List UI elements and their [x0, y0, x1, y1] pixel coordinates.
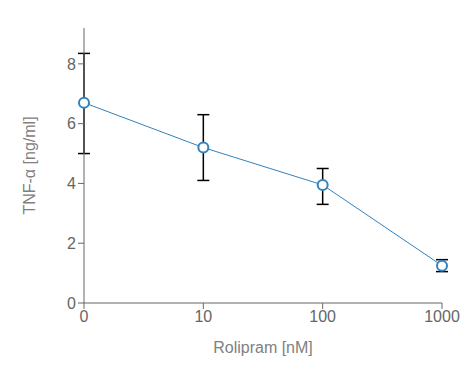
- svg-text:Rolipram [nM]: Rolipram [nM]: [213, 339, 313, 356]
- svg-text:10: 10: [194, 308, 212, 325]
- svg-text:8: 8: [67, 56, 76, 73]
- svg-text:2: 2: [67, 235, 76, 252]
- svg-text:TNF-α [ng/ml]: TNF-α [ng/ml]: [21, 116, 38, 214]
- svg-text:0: 0: [67, 295, 76, 312]
- svg-text:1000: 1000: [424, 308, 460, 325]
- svg-text:4: 4: [67, 175, 76, 192]
- svg-text:0: 0: [80, 308, 89, 325]
- svg-text:6: 6: [67, 115, 76, 132]
- svg-text:100: 100: [309, 308, 336, 325]
